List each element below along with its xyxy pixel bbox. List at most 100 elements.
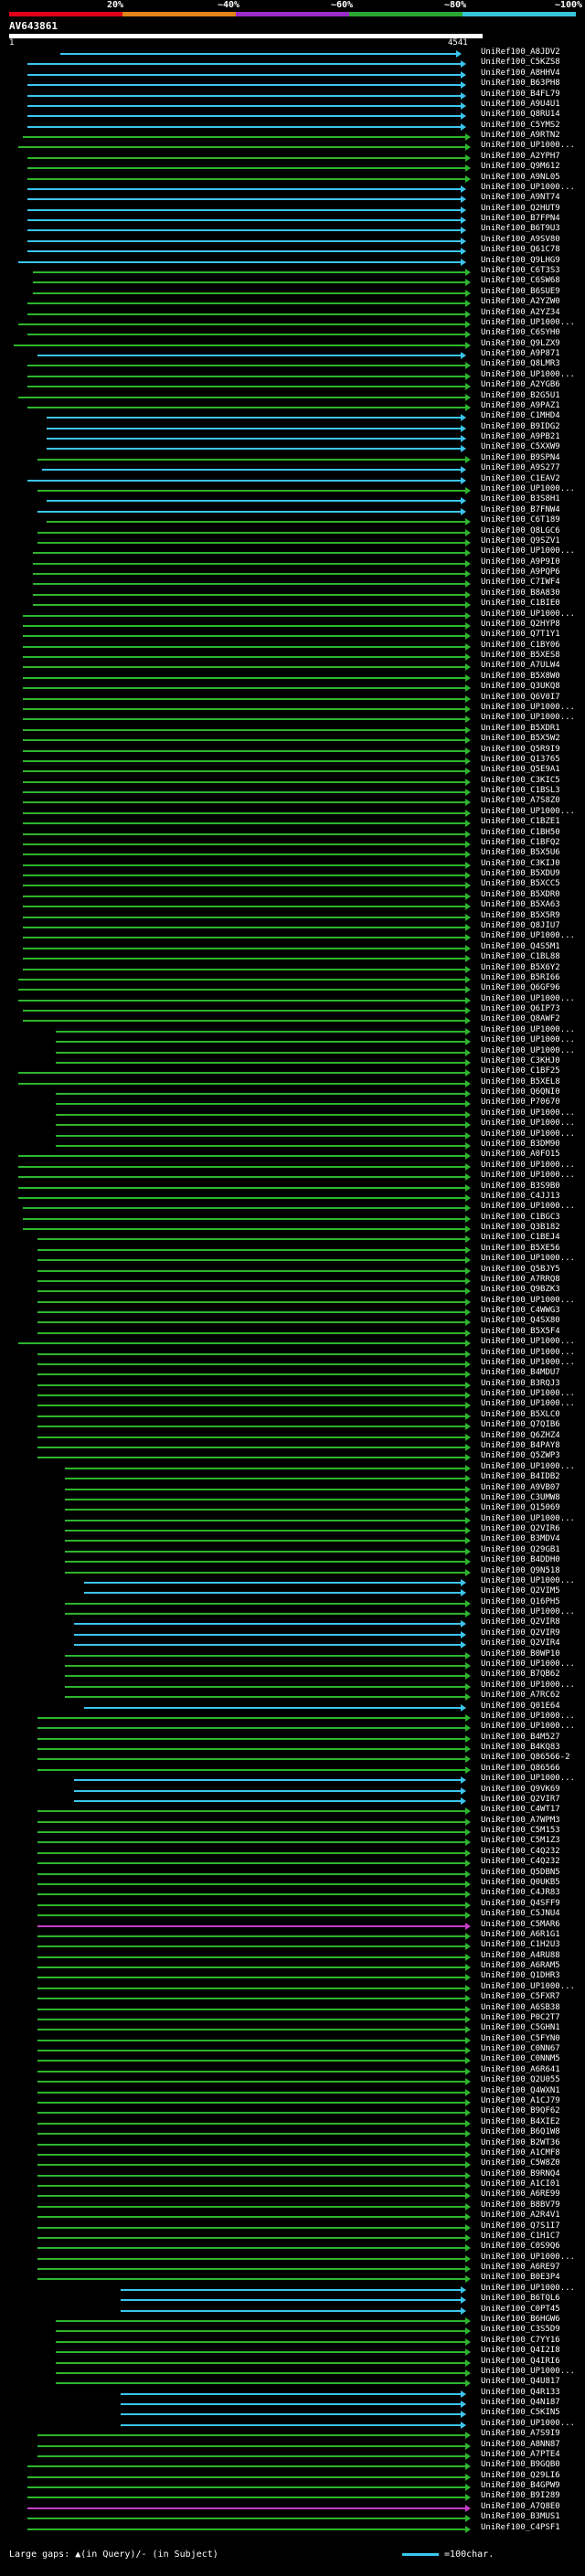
alignment-row[interactable]: UniRef100_B3DM90: [0, 1140, 585, 1150]
alignment-row[interactable]: UniRef100_C1H2U3: [0, 1940, 585, 1951]
hit-label[interactable]: UniRef100_B9GQB0: [481, 2460, 560, 2470]
alignment-row[interactable]: UniRef100_B0E3P4: [0, 2273, 585, 2284]
alignment-row[interactable]: UniRef100_Q8AWF2: [0, 1014, 585, 1025]
hit-label[interactable]: UniRef100_Q9LZX9: [481, 338, 560, 348]
hit-label[interactable]: UniRef100_UP1000...: [481, 1357, 575, 1367]
alignment-row[interactable]: UniRef100_B4IDB2: [0, 1472, 585, 1483]
hit-label[interactable]: UniRef100_B5X6Y2: [481, 962, 560, 972]
hit-label[interactable]: UniRef100_A9VB07: [481, 1482, 560, 1492]
hit-label[interactable]: UniRef100_B5XDR0: [481, 889, 560, 899]
alignment-row[interactable]: UniRef100_Q86566: [0, 1764, 585, 1774]
alignment-row[interactable]: UniRef100_C5GHN1: [0, 2023, 585, 2034]
alignment-row[interactable]: UniRef100_B6Q1W8: [0, 2127, 585, 2138]
hit-label[interactable]: UniRef100_UP1000...: [481, 1399, 575, 1409]
alignment-row[interactable]: UniRef100_C7YY16: [0, 2335, 585, 2346]
alignment-row[interactable]: UniRef100_Q8LGC6: [0, 526, 585, 536]
alignment-row[interactable]: UniRef100_C0PT45: [0, 2304, 585, 2315]
hit-label[interactable]: UniRef100_B9I289: [481, 2491, 560, 2501]
hit-label[interactable]: UniRef100_A2YZW0: [481, 297, 560, 307]
alignment-row[interactable]: UniRef100_B9SPN4: [0, 453, 585, 463]
alignment-row[interactable]: UniRef100_B5XDU9: [0, 869, 585, 880]
hit-label[interactable]: UniRef100_UP1000...: [481, 2252, 575, 2262]
hit-label[interactable]: UniRef100_B5XCC5: [481, 879, 560, 889]
hit-label[interactable]: UniRef100_C5JNU4: [481, 1909, 560, 1919]
alignment-row[interactable]: UniRef100_UP1000...: [0, 1296, 585, 1306]
alignment-row[interactable]: UniRef100_Q4IRI6: [0, 2357, 585, 2367]
alignment-row[interactable]: UniRef100_B5X5U6: [0, 848, 585, 859]
alignment-row[interactable]: UniRef100_Q2VIR8: [0, 1617, 585, 1628]
hit-label[interactable]: UniRef100_C1H2U3: [481, 1940, 560, 1950]
alignment-row[interactable]: UniRef100_A4RU88: [0, 1951, 585, 1961]
alignment-row[interactable]: UniRef100_UP1000...: [0, 1399, 585, 1410]
alignment-row[interactable]: UniRef100_A9P9I0: [0, 557, 585, 567]
alignment-row[interactable]: UniRef100_A7PTE4: [0, 2450, 585, 2460]
hit-label[interactable]: UniRef100_Q2HYP8: [481, 619, 560, 629]
hit-label[interactable]: UniRef100_Q4I2I8: [481, 2346, 560, 2356]
hit-label[interactable]: UniRef100_C0PT45: [481, 2304, 560, 2314]
hit-label[interactable]: UniRef100_C1BGC3: [481, 1212, 560, 1222]
alignment-row[interactable]: UniRef100_C1EAV2: [0, 474, 585, 484]
alignment-row[interactable]: UniRef100_Q6ZHZ4: [0, 1431, 585, 1441]
hit-label[interactable]: UniRef100_UP1000...: [481, 1461, 575, 1471]
alignment-row[interactable]: UniRef100_Q4R133: [0, 2388, 585, 2398]
alignment-row[interactable]: UniRef100_Q61C78: [0, 245, 585, 256]
alignment-row[interactable]: UniRef100_UP1000...: [0, 1025, 585, 1035]
alignment-row[interactable]: UniRef100_Q0UKB5: [0, 1878, 585, 1888]
alignment-row[interactable]: UniRef100_A2YGB6: [0, 380, 585, 391]
alignment-row[interactable]: UniRef100_B9QF62: [0, 2106, 585, 2117]
hit-label[interactable]: UniRef100_Q5R9I9: [481, 744, 560, 754]
alignment-row[interactable]: UniRef100_Q86566-2: [0, 1753, 585, 1764]
hit-label[interactable]: UniRef100_UP1000...: [481, 713, 575, 723]
alignment-row[interactable]: UniRef100_B4M527: [0, 1733, 585, 1743]
alignment-row[interactable]: UniRef100_B9IDG2: [0, 422, 585, 432]
hit-label[interactable]: UniRef100_A7ULW4: [481, 661, 560, 671]
alignment-row[interactable]: UniRef100_B5XA63: [0, 900, 585, 911]
alignment-row[interactable]: UniRef100_Q9VK69: [0, 1784, 585, 1795]
hit-label[interactable]: UniRef100_Q9BZK3: [481, 1285, 560, 1295]
alignment-row[interactable]: UniRef100_B5X8W0: [0, 672, 585, 682]
alignment-row[interactable]: UniRef100_A2YZ34: [0, 308, 585, 318]
alignment-row[interactable]: UniRef100_UP1000...: [0, 1461, 585, 1472]
hit-label[interactable]: UniRef100_C1BFQ2: [481, 837, 560, 847]
alignment-row[interactable]: UniRef100_Q29LI6: [0, 2471, 585, 2481]
alignment-row[interactable]: UniRef100_B5RI66: [0, 973, 585, 983]
hit-label[interactable]: UniRef100_Q61C78: [481, 245, 560, 255]
hit-label[interactable]: UniRef100_Q2VIM5: [481, 1586, 560, 1596]
hit-label[interactable]: UniRef100_C1H1C7: [481, 2231, 560, 2241]
hit-label[interactable]: UniRef100_C1BL88: [481, 952, 560, 962]
alignment-row[interactable]: UniRef100_C3UMW8: [0, 1493, 585, 1503]
hit-label[interactable]: UniRef100_Q9VK69: [481, 1784, 560, 1794]
hit-label[interactable]: UniRef100_B6T9U3: [481, 224, 560, 234]
alignment-row[interactable]: UniRef100_C5MAR6: [0, 1920, 585, 1930]
alignment-row[interactable]: UniRef100_Q5BJY5: [0, 1265, 585, 1275]
hit-label[interactable]: UniRef100_Q7T1Y1: [481, 630, 560, 640]
alignment-row[interactable]: UniRef100_C5JNU4: [0, 1909, 585, 1920]
alignment-row[interactable]: UniRef100_C1BEJ4: [0, 1233, 585, 1244]
alignment-row[interactable]: UniRef100_Q6QNI0: [0, 1087, 585, 1098]
alignment-row[interactable]: UniRef100_UP1000...: [0, 931, 585, 942]
alignment-row[interactable]: UniRef100_C1BSL3: [0, 786, 585, 797]
alignment-row[interactable]: UniRef100_C3S5D9: [0, 2325, 585, 2336]
hit-label[interactable]: UniRef100_C1BY06: [481, 640, 560, 650]
hit-label[interactable]: UniRef100_C0NN67: [481, 2044, 560, 2054]
alignment-row[interactable]: UniRef100_C6SYH0: [0, 328, 585, 339]
alignment-row[interactable]: UniRef100_A6SB38: [0, 2003, 585, 2013]
hit-label[interactable]: UniRef100_A6R1G1: [481, 1929, 560, 1939]
hit-label[interactable]: UniRef100_UP1000...: [481, 1774, 575, 1784]
hit-label[interactable]: UniRef100_A7Q8E0: [481, 2501, 560, 2511]
alignment-row[interactable]: UniRef100_Q4SX80: [0, 1316, 585, 1327]
hit-label[interactable]: UniRef100_C7YY16: [481, 2335, 560, 2345]
alignment-row[interactable]: UniRef100_UP1000...: [0, 1722, 585, 1733]
hit-label[interactable]: UniRef100_UP1000...: [481, 1129, 575, 1139]
hit-label[interactable]: UniRef100_A9NL05: [481, 172, 560, 182]
hit-label[interactable]: UniRef100_A6RE97: [481, 2263, 560, 2273]
hit-label[interactable]: UniRef100_A9P871: [481, 349, 560, 359]
hit-label[interactable]: UniRef100_B5XES8: [481, 651, 560, 661]
alignment-row[interactable]: UniRef100_UP1000...: [0, 2284, 585, 2294]
alignment-row[interactable]: UniRef100_A9VB07: [0, 1482, 585, 1493]
hit-label[interactable]: UniRef100_C1BH50: [481, 827, 560, 837]
hit-label[interactable]: UniRef100_B9RNQ4: [481, 2168, 560, 2178]
hit-label[interactable]: UniRef100_Q6GF96: [481, 983, 560, 993]
hit-label[interactable]: UniRef100_B4GPW9: [481, 2481, 560, 2491]
alignment-row[interactable]: UniRef100_Q4I2I8: [0, 2346, 585, 2357]
